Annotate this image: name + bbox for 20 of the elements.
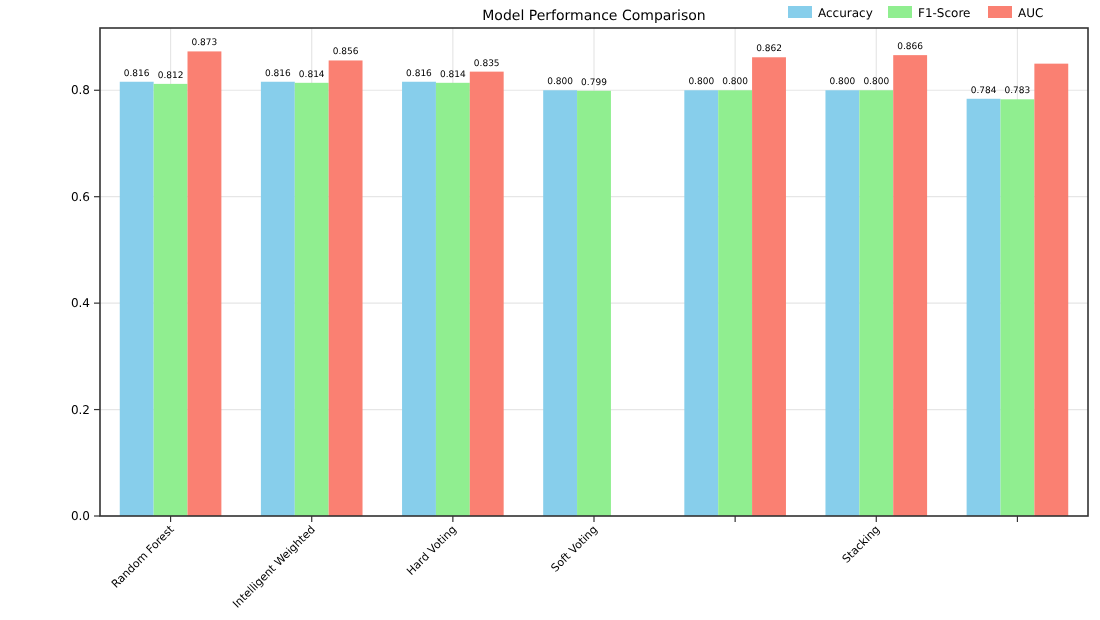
bar — [469, 71, 504, 516]
bar — [752, 57, 786, 516]
bar — [1034, 63, 1069, 516]
bar — [119, 81, 154, 516]
bar — [260, 81, 295, 516]
bar — [187, 51, 222, 516]
bar — [1000, 99, 1035, 516]
bar — [402, 81, 436, 516]
bar — [328, 60, 363, 516]
bar — [543, 90, 578, 516]
bar — [893, 55, 928, 516]
bar — [966, 98, 1001, 516]
bar — [577, 90, 611, 516]
bar — [859, 90, 894, 516]
bar — [684, 90, 719, 516]
bar — [435, 82, 470, 516]
bar — [153, 83, 188, 516]
bar — [718, 90, 753, 516]
bar — [825, 90, 860, 516]
bar — [294, 82, 329, 516]
